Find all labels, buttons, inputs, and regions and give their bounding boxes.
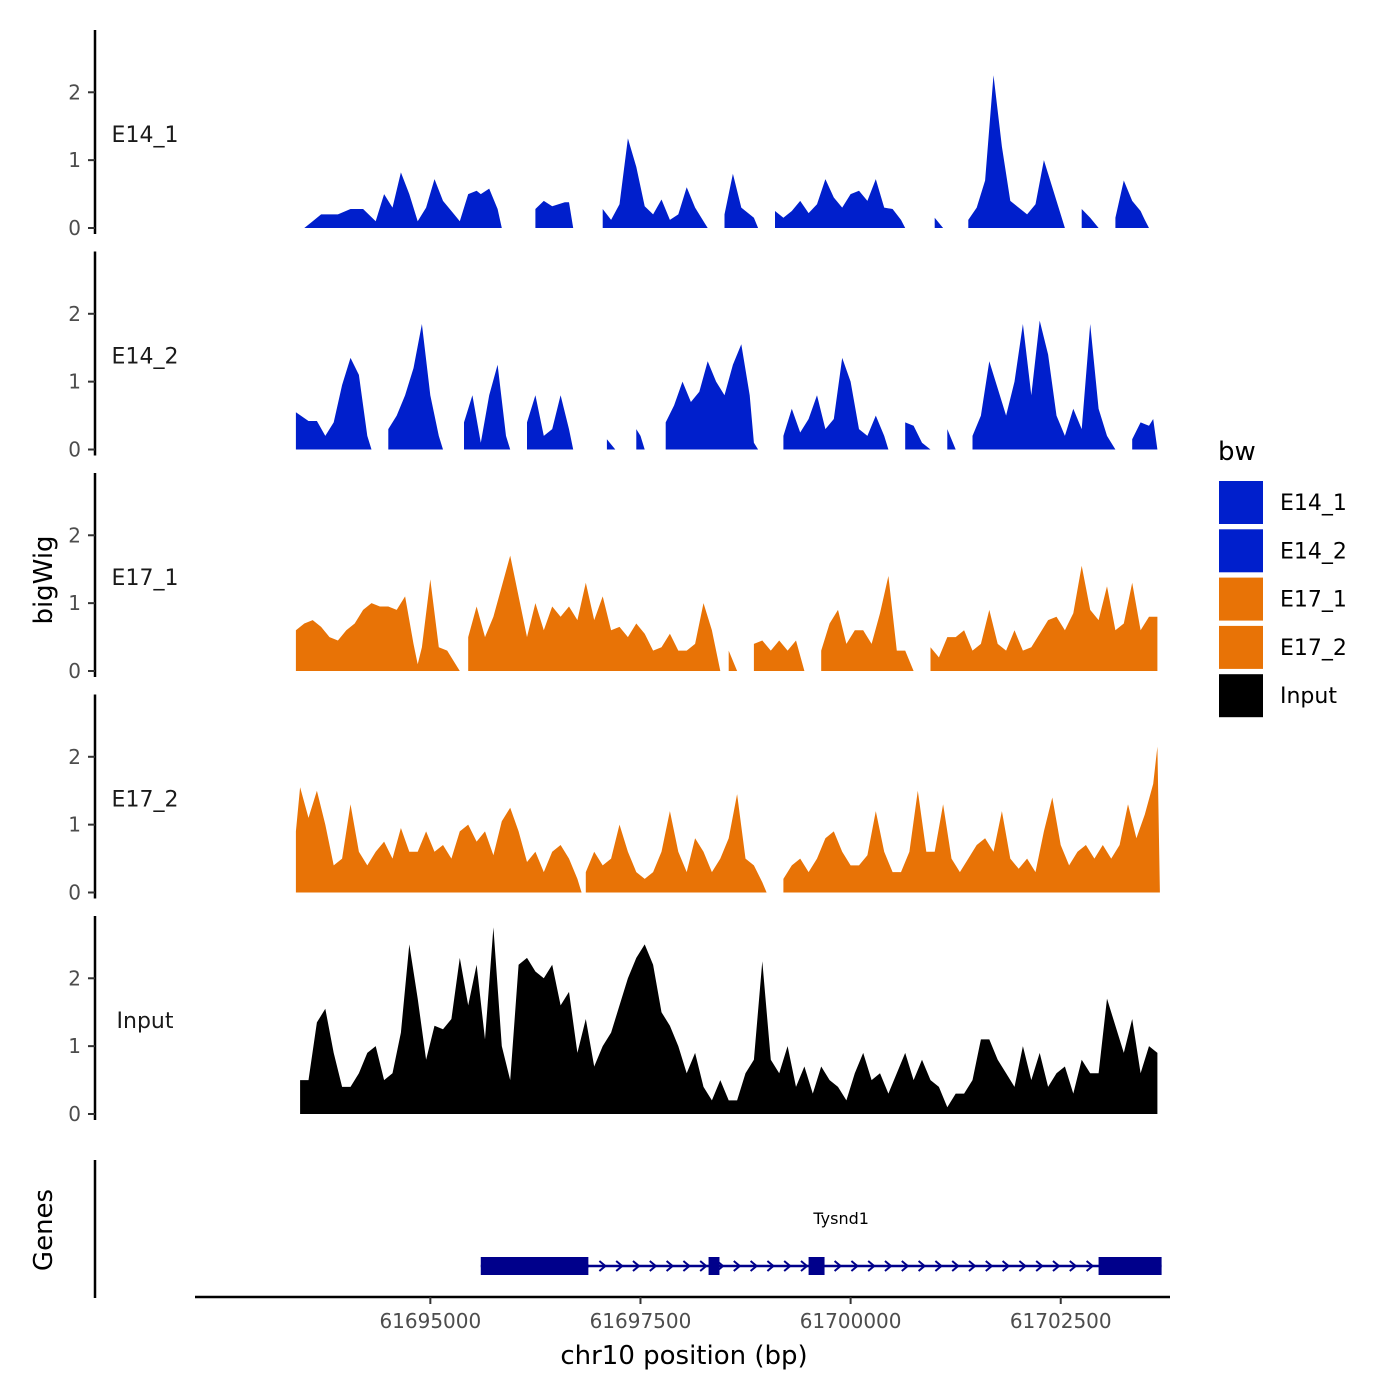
gene-exon bbox=[1098, 1257, 1162, 1275]
strand-chevron bbox=[665, 1260, 675, 1272]
legend: bw E14_1 E14_2 E17_1 E17_2 Input bbox=[1218, 437, 1347, 718]
y-tick-label: 2 bbox=[68, 966, 81, 990]
legend-key-Input bbox=[1219, 674, 1263, 718]
legend-label: E17_1 bbox=[1280, 588, 1347, 613]
track-E17_2: 0 1 2 E17_2 bbox=[68, 694, 1160, 905]
y-tick-label: 1 bbox=[68, 148, 81, 172]
legend-key-E14_2 bbox=[1219, 529, 1263, 573]
strand-chevron bbox=[1001, 1260, 1011, 1272]
strand-chevron bbox=[766, 1260, 775, 1272]
legend-key-E17_1 bbox=[1219, 577, 1263, 621]
x-axis: 61695000 61697500 61700000 61702500 bbox=[195, 1295, 1170, 1333]
strand-chevron bbox=[1035, 1260, 1044, 1272]
strand-chevron bbox=[800, 1260, 809, 1272]
y-axis-title: bigWig bbox=[29, 535, 59, 624]
strand-chevron bbox=[968, 1260, 977, 1272]
gene-exon bbox=[808, 1257, 825, 1275]
strand-chevron bbox=[867, 1260, 876, 1272]
y-tick-label: 1 bbox=[68, 591, 81, 615]
strand-chevron bbox=[1085, 1260, 1095, 1272]
y-tick-label: 1 bbox=[68, 370, 81, 394]
strand-chevron bbox=[632, 1260, 641, 1272]
strand-chevron bbox=[598, 1260, 607, 1272]
strand-chevron bbox=[699, 1260, 708, 1272]
y-tick-label: 0 bbox=[68, 881, 81, 905]
strand-chevron bbox=[1052, 1260, 1061, 1272]
strand-chevron bbox=[951, 1260, 960, 1272]
genes-axis-title: Genes bbox=[29, 1189, 59, 1271]
strand-chevron bbox=[1018, 1260, 1027, 1272]
y-tick-label: 0 bbox=[68, 1102, 81, 1126]
legend-title: bw bbox=[1218, 437, 1256, 467]
tracks-layer: 0 1 2 E14_1 0 1 2 E14_2 0 1 2 E17_1 0 1 2 E17_2 0 1 2 Input bbox=[68, 30, 1160, 1126]
strand-chevron bbox=[733, 1260, 742, 1272]
legend-label: Input bbox=[1280, 684, 1337, 709]
strand-chevron bbox=[749, 1260, 759, 1272]
signal-area-E14_2 bbox=[295, 320, 1158, 450]
y-tick-label: 0 bbox=[68, 438, 81, 462]
x-tick-label: 61697500 bbox=[590, 1309, 692, 1333]
track-label: Input bbox=[117, 1009, 174, 1034]
strand-chevron bbox=[649, 1260, 658, 1272]
strand-chevron bbox=[901, 1260, 910, 1272]
strand-chevron bbox=[615, 1260, 624, 1272]
strand-chevron bbox=[1069, 1260, 1078, 1272]
track-label: E14_1 bbox=[112, 123, 179, 148]
y-tick-label: 1 bbox=[68, 1034, 81, 1058]
track-Input: 0 1 2 Input bbox=[68, 916, 1158, 1126]
track-E14_2: 0 1 2 E14_2 bbox=[68, 251, 1158, 462]
x-tick-label: 61695000 bbox=[379, 1309, 481, 1333]
y-tick-label: 2 bbox=[68, 523, 81, 547]
gene-track: Tysnd1 bbox=[93, 1160, 1162, 1298]
strand-chevron bbox=[850, 1260, 859, 1272]
strand-chevron bbox=[682, 1260, 691, 1272]
y-tick-label: 1 bbox=[68, 813, 81, 837]
signal-area-E14_1 bbox=[304, 75, 1149, 228]
x-tick-label: 61700000 bbox=[800, 1309, 902, 1333]
gene-exon bbox=[708, 1257, 720, 1275]
x-axis-title: chr10 position (bp) bbox=[560, 1341, 807, 1371]
strand-chevron bbox=[985, 1260, 994, 1272]
strand-chevron bbox=[934, 1260, 943, 1272]
track-E14_1: 0 1 2 E14_1 bbox=[68, 30, 1149, 240]
gene-name-label: Tysnd1 bbox=[812, 1209, 869, 1228]
strand-chevron bbox=[833, 1260, 843, 1272]
y-tick-label: 2 bbox=[68, 302, 81, 326]
strand-chevron bbox=[917, 1260, 927, 1272]
track-label: E17_2 bbox=[112, 788, 179, 813]
gene-Tysnd1: Tysnd1 bbox=[480, 1209, 1162, 1275]
track-label: E14_2 bbox=[112, 345, 179, 370]
legend-label: E14_1 bbox=[1280, 491, 1347, 516]
track-E17_1: 0 1 2 E17_1 bbox=[68, 473, 1158, 683]
x-tick-label: 61702500 bbox=[1010, 1309, 1112, 1333]
legend-key-E14_1 bbox=[1219, 481, 1263, 524]
signal-area-E17_1 bbox=[295, 555, 1158, 671]
signal-area-Input bbox=[300, 927, 1158, 1114]
strand-chevron bbox=[783, 1260, 792, 1272]
legend-label: E17_2 bbox=[1280, 636, 1347, 661]
y-tick-label: 2 bbox=[68, 80, 81, 104]
y-tick-label: 2 bbox=[68, 745, 81, 769]
y-tick-label: 0 bbox=[68, 659, 81, 683]
track-label: E17_1 bbox=[112, 566, 179, 591]
legend-label: E14_2 bbox=[1280, 539, 1347, 564]
strand-chevron bbox=[884, 1260, 893, 1272]
gene-exon bbox=[480, 1257, 589, 1275]
legend-key-E17_2 bbox=[1219, 625, 1263, 669]
y-tick-label: 0 bbox=[68, 216, 81, 240]
signal-area-E17_2 bbox=[295, 746, 1160, 893]
